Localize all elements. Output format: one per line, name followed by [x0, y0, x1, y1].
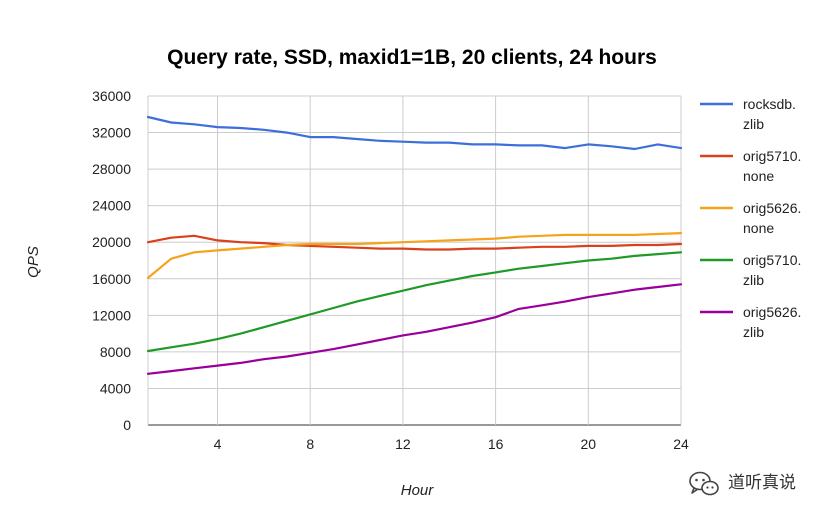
x-tick-label: 4: [214, 436, 222, 452]
legend-label: orig5626.: [743, 200, 801, 216]
x-tick-label: 20: [581, 436, 597, 452]
y-tick-label: 28000: [92, 161, 131, 177]
legend: rocksdb.zliborig5710.noneorig5626.noneor…: [700, 96, 801, 340]
legend-label: none: [743, 220, 774, 236]
legend-label: orig5710.: [743, 252, 801, 268]
legend-item-rocksdb-zlib: rocksdb. zlib: [700, 96, 796, 132]
watermark-text: 道听真说: [728, 473, 796, 493]
legend-item-orig5626-zlib: orig5626. zlib: [700, 304, 801, 340]
legend-label: none: [743, 168, 774, 184]
legend-label: zlib: [743, 116, 764, 132]
series-lines: [146, 115, 683, 375]
legend-item-orig5710-none: orig5710. none: [700, 148, 801, 184]
watermark: 道听真说: [689, 471, 796, 496]
y-axis-ticks: 0 4000 8000 12000 16000 20000 24000 28000 32000 3…: [92, 88, 131, 433]
series-line-orig5710-none: [146, 234, 683, 251]
legend-label: zlib: [743, 272, 764, 288]
x-tick-label: 16: [488, 436, 504, 452]
x-tick-label: 24: [673, 436, 689, 452]
y-tick-label: 32000: [92, 125, 131, 141]
legend-label: zlib: [743, 324, 764, 340]
series-line-orig5710-zlib: [146, 251, 683, 353]
y-tick-label: 24000: [92, 198, 131, 214]
series-line-rocksdb-zlib: [146, 115, 683, 151]
y-tick-label: 4000: [100, 380, 131, 396]
x-axis-title: Hour: [401, 482, 435, 499]
legend-label: orig5710.: [743, 148, 801, 164]
legend-label: rocksdb.: [743, 96, 796, 112]
y-tick-label: 36000: [92, 88, 131, 104]
wechat-icon: [689, 471, 719, 496]
x-tick-label: 8: [306, 436, 314, 452]
legend-label: orig5626.: [743, 304, 801, 320]
y-tick-label: 20000: [92, 234, 131, 250]
x-axis-ticks: 4 8 12 16 20 24: [214, 436, 689, 452]
y-tick-label: 12000: [92, 307, 131, 323]
series-line-orig5626-zlib: [146, 283, 683, 375]
legend-item-orig5710-zlib: orig5710. zlib: [700, 252, 801, 288]
y-tick-label: 16000: [92, 271, 131, 287]
x-tick-label: 12: [395, 436, 411, 452]
chart-title: Query rate, SSD, maxid1=1B, 20 clients, …: [167, 46, 657, 69]
series-line-orig5626-none: [146, 232, 683, 279]
y-tick-label: 0: [123, 417, 131, 433]
legend-item-orig5626-none: orig5626. none: [700, 200, 801, 236]
y-axis-title: QPS: [25, 246, 42, 278]
y-tick-label: 8000: [100, 344, 131, 360]
